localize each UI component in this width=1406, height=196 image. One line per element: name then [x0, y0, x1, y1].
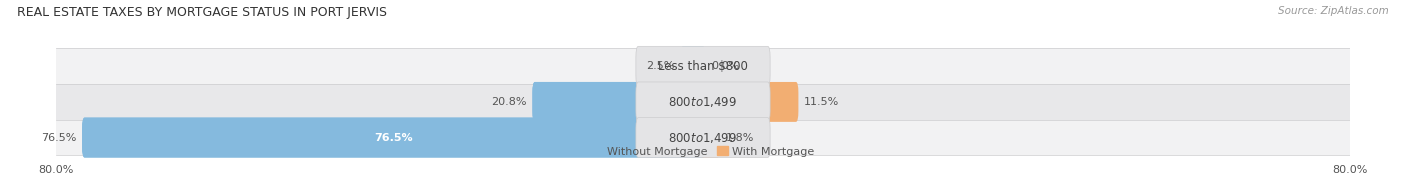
FancyBboxPatch shape [82, 118, 706, 158]
Text: 20.8%: 20.8% [491, 97, 527, 107]
FancyBboxPatch shape [700, 118, 720, 158]
Text: 2.5%: 2.5% [647, 61, 675, 71]
Text: $800 to $1,499: $800 to $1,499 [668, 131, 738, 145]
Text: 76.5%: 76.5% [41, 132, 76, 142]
Text: Source: ZipAtlas.com: Source: ZipAtlas.com [1278, 6, 1389, 16]
FancyBboxPatch shape [636, 118, 770, 158]
FancyBboxPatch shape [702, 52, 710, 81]
FancyBboxPatch shape [636, 82, 770, 122]
FancyBboxPatch shape [636, 46, 770, 86]
Legend: Without Mortgage, With Mortgage: Without Mortgage, With Mortgage [588, 142, 818, 161]
FancyBboxPatch shape [533, 82, 706, 122]
Text: $800 to $1,499: $800 to $1,499 [668, 95, 738, 109]
Text: 11.5%: 11.5% [804, 97, 839, 107]
FancyBboxPatch shape [82, 118, 641, 158]
Bar [56, 84, 1350, 120]
Text: Less than $800: Less than $800 [658, 60, 748, 73]
FancyBboxPatch shape [533, 82, 641, 122]
Text: 0.0%: 0.0% [711, 61, 740, 71]
Text: 1.8%: 1.8% [725, 132, 754, 142]
Text: 76.5%: 76.5% [374, 132, 413, 142]
Bar [56, 48, 1350, 84]
Bar [56, 120, 1350, 155]
FancyBboxPatch shape [681, 46, 706, 86]
FancyBboxPatch shape [700, 82, 799, 122]
Text: REAL ESTATE TAXES BY MORTGAGE STATUS IN PORT JERVIS: REAL ESTATE TAXES BY MORTGAGE STATUS IN … [17, 6, 387, 19]
